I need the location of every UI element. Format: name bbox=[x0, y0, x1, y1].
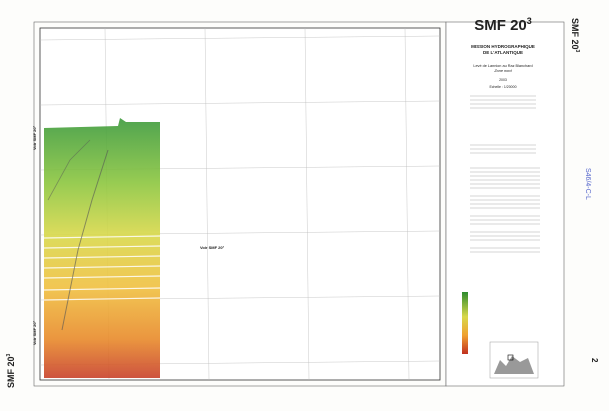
org: DE L'ATLANTIQUE bbox=[483, 50, 523, 55]
scale: Echelle : 1/20000 bbox=[489, 85, 516, 89]
page-number: 2 bbox=[590, 358, 599, 363]
depth-scale bbox=[462, 292, 468, 354]
side-title: SMF 203 bbox=[570, 18, 580, 53]
inset-locator bbox=[507, 354, 514, 361]
map-label: Voir SMF 20² bbox=[200, 245, 225, 250]
footer-title: SMF 203 bbox=[6, 353, 16, 388]
sheet-title: SMF 203 bbox=[474, 16, 532, 34]
survey: Levé de Lannion au Raz Blanchard bbox=[473, 64, 532, 68]
handwritten-note: S46/4-C-L bbox=[584, 168, 591, 200]
bathymetry bbox=[43, 118, 161, 378]
map-label: Voir SMF 20² bbox=[32, 125, 37, 150]
text-block bbox=[470, 95, 540, 253]
inset-coast bbox=[494, 356, 534, 374]
map-label: Voir SMF 20² bbox=[32, 320, 37, 345]
zone: Zone nord bbox=[493, 69, 512, 73]
org: MISSION HYDROGRAPHIQUE bbox=[471, 44, 535, 49]
year: 2003 bbox=[499, 78, 507, 82]
